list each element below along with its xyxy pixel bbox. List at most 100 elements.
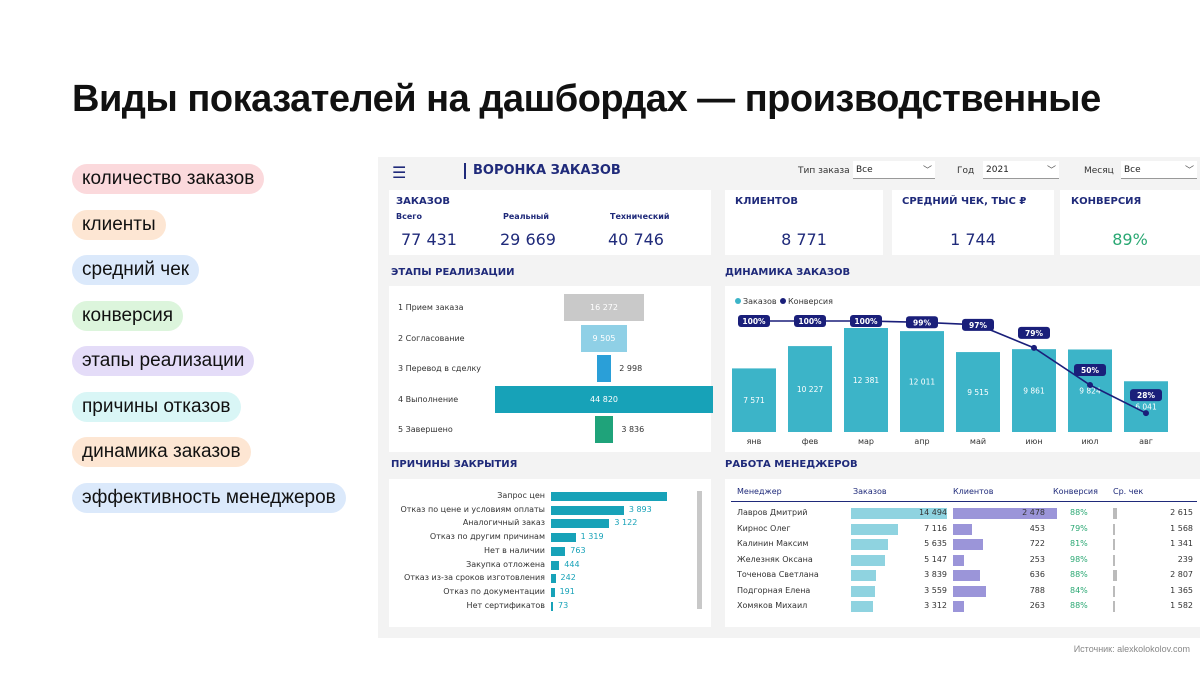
reason-label: Отказ из-за сроков изготовления — [404, 573, 545, 583]
filter-year-value: 2021 — [986, 165, 1009, 175]
check-value: 1 568 — [1170, 523, 1193, 533]
reason-bar — [551, 601, 553, 611]
stage-label: 4 Выполнение — [398, 394, 459, 404]
clients-bar — [953, 601, 965, 612]
stage-label: 1 Прием заказа — [398, 303, 464, 312]
column-header[interactable]: Конверсия — [1053, 487, 1098, 496]
table-row[interactable]: Точенова Светлана 3 839 636 88% 2 807 — [725, 568, 1195, 583]
manager-name: Лавров Дмитрий — [737, 508, 808, 517]
table-row[interactable]: Калинин Максим 5 635 722 81% 1 341 — [725, 537, 1195, 552]
stage-bar — [594, 416, 614, 443]
check-bar — [1113, 523, 1116, 535]
table-row[interactable]: Железняк Оксана 5 147 253 98% 239 — [725, 553, 1195, 568]
metric-pill: этапы реализации — [72, 346, 255, 376]
check-bar — [1113, 508, 1117, 519]
filter-year-label: Год — [957, 166, 975, 176]
kpi-total-label: Всего — [396, 212, 422, 221]
conversion-label-box — [1074, 364, 1106, 376]
column-header[interactable]: Клиентов — [953, 487, 994, 496]
month-tick-label: мар — [858, 437, 874, 446]
reason-bar — [551, 492, 667, 501]
slide-title: Виды показателей на дашбордах — производ… — [72, 78, 1101, 120]
reason-bar — [551, 546, 566, 556]
filter-type-value: Все — [856, 165, 873, 175]
header-divider — [731, 501, 1197, 502]
clients-bar — [953, 585, 987, 597]
reason-bar — [551, 519, 610, 529]
orders-bar-label: 9 861 — [1023, 387, 1045, 396]
reason-label: Отказ по другим причинам — [429, 532, 545, 542]
table-row[interactable]: Подгорная Елена 3 559 788 84% 1 365 — [725, 584, 1195, 599]
orders-bar — [956, 352, 1000, 432]
filter-type-select[interactable]: Все ﹀ — [853, 161, 935, 179]
conversion-value: 88% — [1070, 601, 1088, 610]
column-header[interactable]: Менеджер — [737, 487, 782, 496]
manager-name: Кирнос Олег — [737, 523, 791, 533]
filter-year-select[interactable]: 2021 ﹀ — [983, 161, 1059, 179]
clients-bar — [953, 539, 984, 550]
month-tick-label: май — [970, 437, 986, 446]
conversion-label: 50% — [1081, 366, 1099, 375]
reason-value: 242 — [560, 573, 576, 583]
conversion-value: 88% — [1070, 508, 1088, 517]
manager-name: Точенова Светлана — [737, 570, 819, 579]
clients-value: 253 — [1029, 554, 1045, 564]
kpi-real-value: 29 669 — [500, 230, 556, 249]
check-bar — [1113, 585, 1115, 597]
manager-name: Калинин Максим — [737, 539, 809, 548]
kpi-check-card: СРЕДНИЙ ЧЕК, ТЫС ₽ 1 744 — [892, 190, 1054, 255]
reasons-title: ПРИЧИНЫ ЗАКРЫТИЯ — [391, 459, 518, 470]
check-bar — [1113, 570, 1117, 581]
orders-value: 5 147 — [924, 554, 947, 564]
stage-bar — [495, 385, 713, 413]
kpi-orders-title: ЗАКАЗОВ — [396, 196, 450, 207]
conversion-label: 100% — [798, 317, 822, 326]
table-row[interactable]: Лавров Дмитрий 14 494 2 478 88% 2 615 — [725, 506, 1195, 521]
conversion-label: 28% — [1137, 391, 1155, 400]
conversion-label: 99% — [913, 318, 931, 327]
conversion-label: 97% — [969, 321, 987, 330]
column-header[interactable]: Ср. чек — [1113, 487, 1144, 496]
kpi-check-value: 1 744 — [950, 230, 996, 249]
reason-value: 763 — [570, 545, 586, 555]
filter-month-label: Месяц — [1084, 166, 1114, 176]
orders-bar — [788, 346, 832, 432]
month-tick-label: янв — [747, 437, 762, 446]
hamburger-icon[interactable]: ☰ — [392, 163, 407, 182]
orders-bar — [851, 570, 877, 581]
clients-bar — [953, 523, 972, 535]
manager-name: Хомяков Михаил — [737, 601, 808, 610]
reason-bar — [551, 587, 555, 597]
reason-label: Аналогичный заказ — [462, 518, 545, 528]
conversion-label-box — [794, 315, 826, 327]
legend-orders-label: Заказов — [743, 297, 777, 306]
reason-label: Отказ по документации — [443, 586, 545, 596]
check-value: 239 — [1177, 554, 1193, 564]
clients-value: 263 — [1029, 601, 1045, 610]
reason-label: Закупка отложена — [466, 559, 545, 569]
legend-conversion-marker — [780, 298, 786, 304]
conversion-point — [1031, 344, 1037, 351]
orders-bar — [851, 523, 899, 535]
check-value: 1 365 — [1170, 585, 1193, 595]
column-header[interactable]: Заказов — [853, 487, 887, 496]
orders-bar — [851, 554, 886, 566]
metric-pill: средний чек — [72, 255, 200, 285]
check-bar — [1113, 554, 1115, 566]
scrollbar[interactable] — [697, 491, 702, 609]
conversion-point — [1143, 410, 1149, 417]
table-row[interactable]: Хомяков Михаил 3 312 263 88% 1 582 — [725, 599, 1195, 614]
conversion-point — [1087, 382, 1093, 388]
source-note: Источник: alexkolokolov.com — [1073, 644, 1190, 654]
manager-name: Подгорная Елена — [737, 585, 811, 595]
clients-value: 453 — [1029, 523, 1045, 533]
metric-pill: клиенты — [72, 209, 166, 240]
stage-value: 16 272 — [589, 303, 618, 312]
table-row[interactable]: Кирнос Олег 7 116 453 79% 1 568 — [725, 522, 1195, 537]
orders-bar-label: 9 824 — [1079, 387, 1101, 396]
conversion-value: 84% — [1070, 585, 1088, 595]
filter-month-select[interactable]: Все ﹀ — [1121, 161, 1197, 179]
stage-value: 2 998 — [619, 364, 643, 373]
dashboard: ☰ ВОРОНКА ЗАКАЗОВ Тип заказа Все ﹀ Год 20… — [378, 157, 1200, 638]
chevron-down-icon: ﹀ — [1184, 166, 1194, 176]
